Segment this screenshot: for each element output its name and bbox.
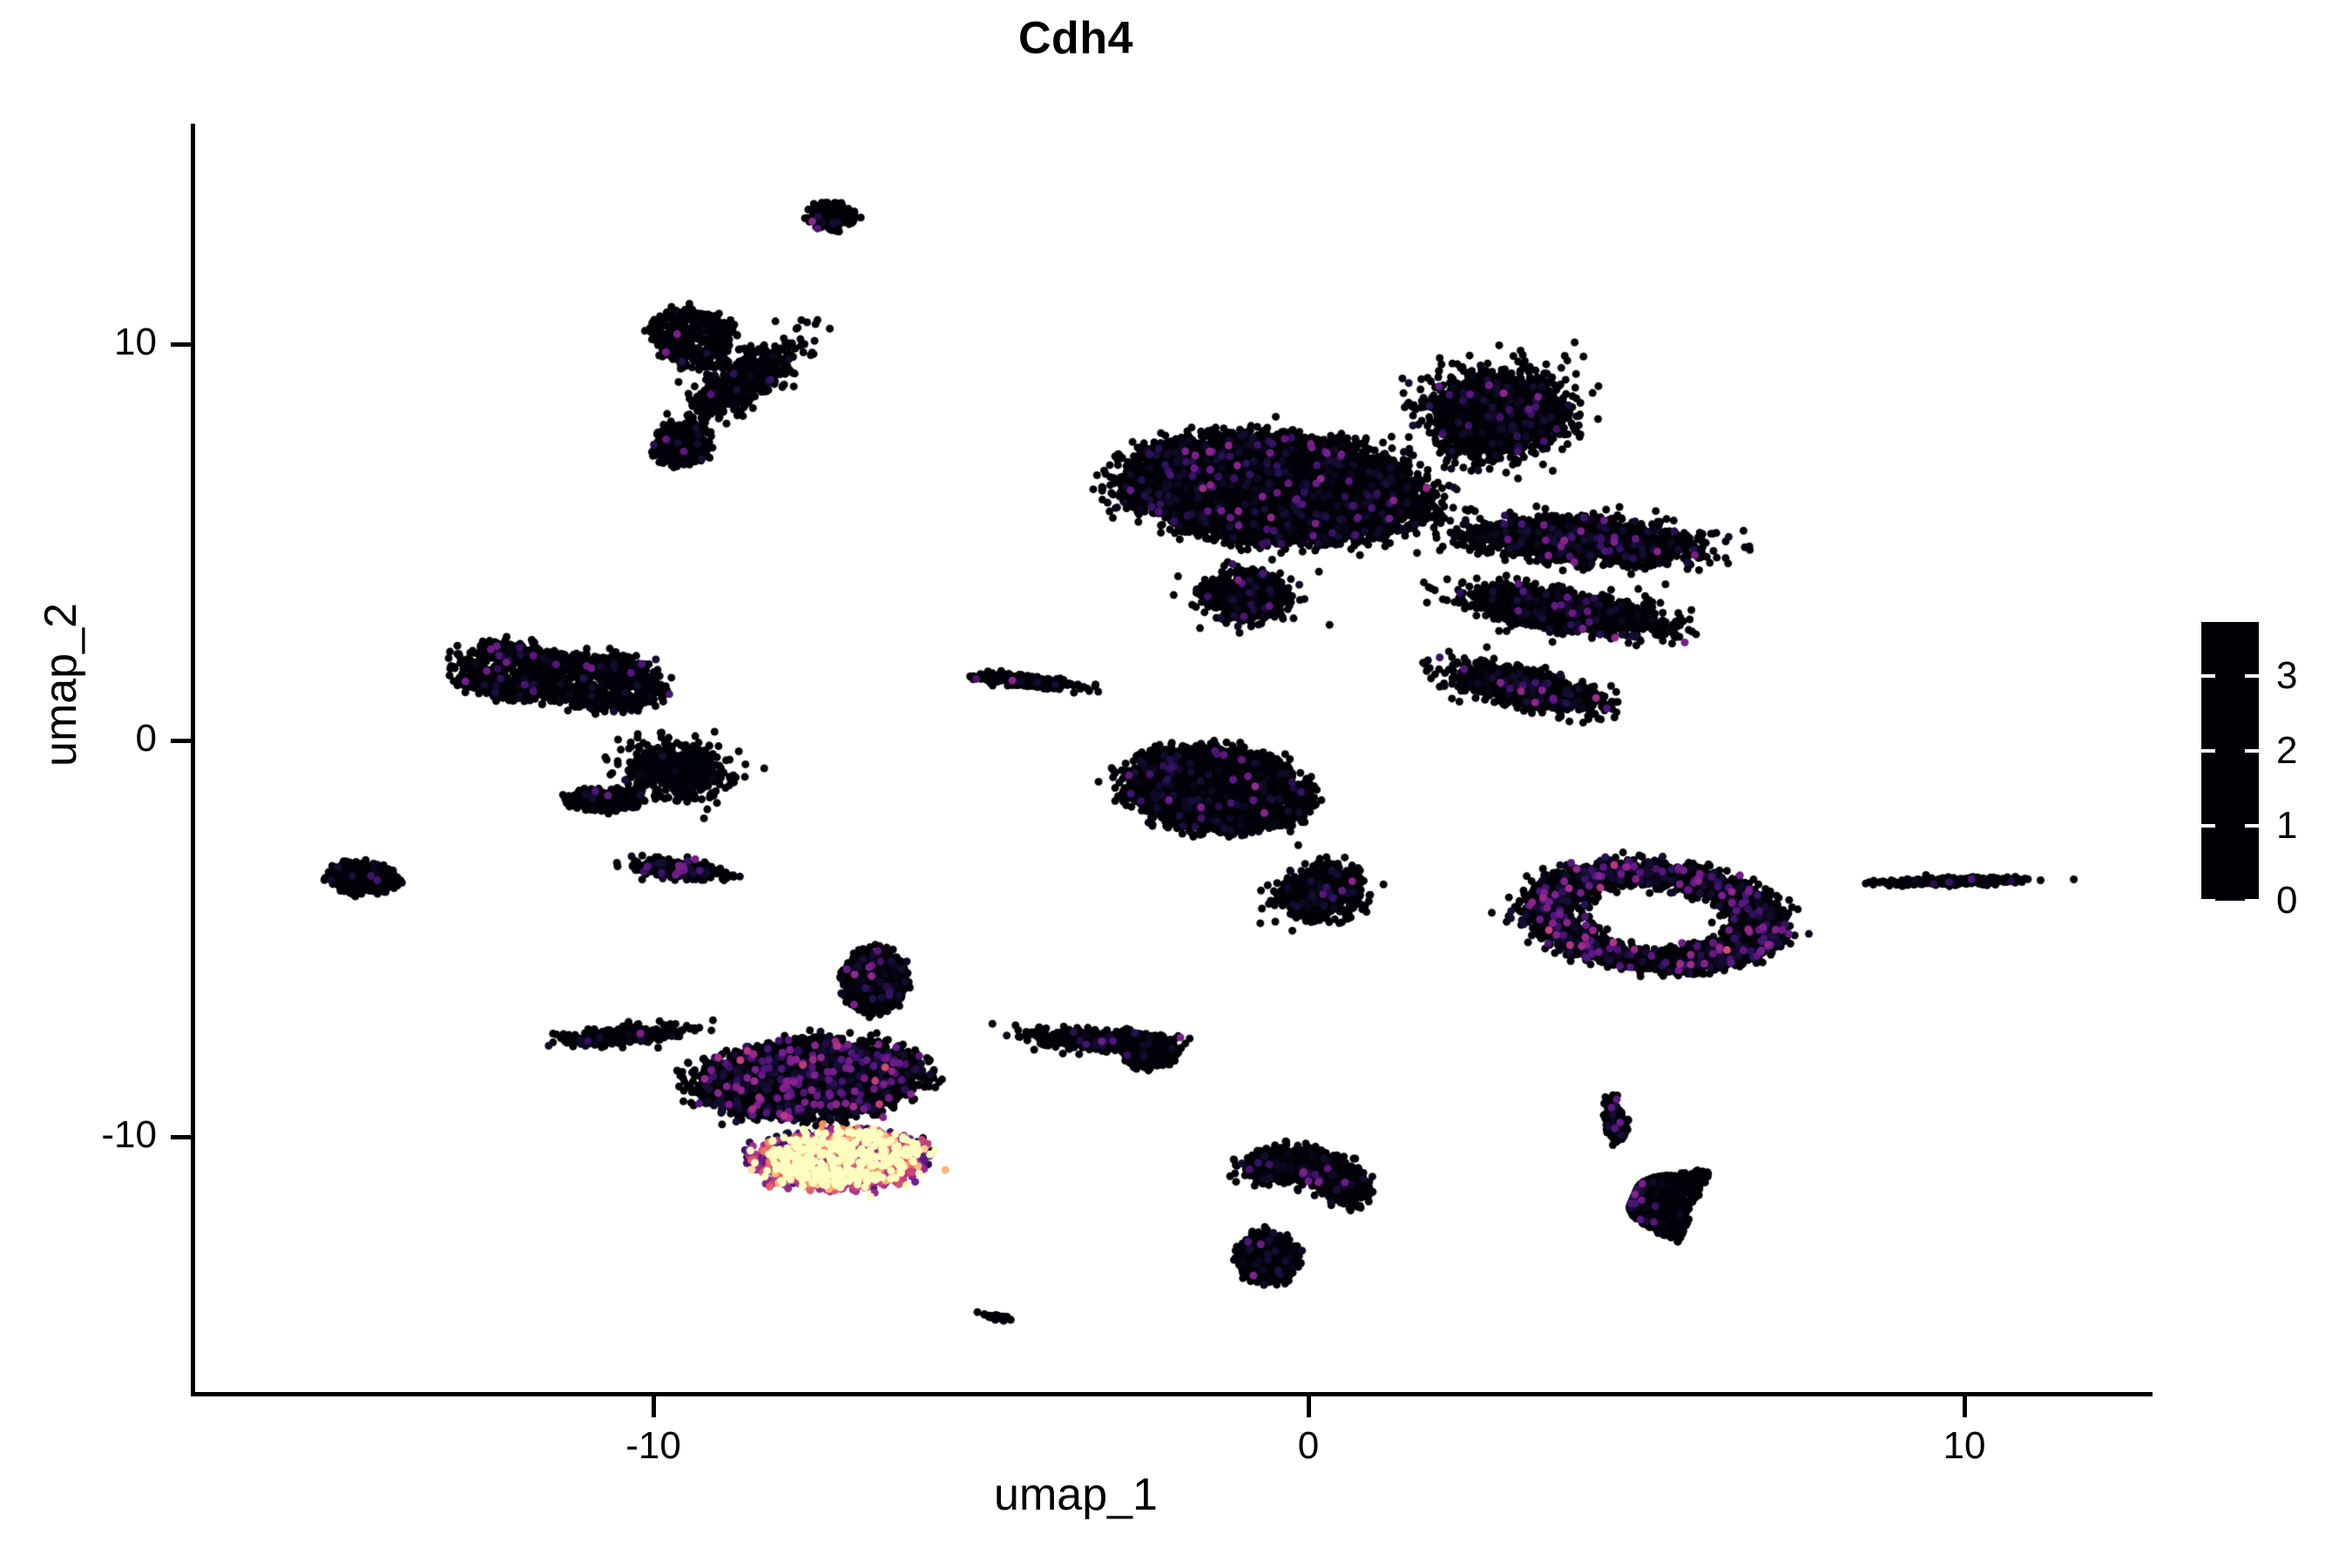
y-tick-mark-neg10	[171, 1135, 192, 1139]
colorbar-gradient[interactable]	[2201, 622, 2259, 902]
page-title: Cdh4	[1018, 13, 1133, 64]
scatter-points-layer	[193, 124, 2152, 1394]
colorbar-tick-2	[2245, 748, 2259, 753]
scatter-plot-panel[interactable]	[193, 124, 2152, 1394]
y-tick-label-neg10: -10	[101, 1113, 157, 1156]
colorbar-tick-0	[2245, 899, 2259, 902]
x-tick-mark-neg10	[652, 1396, 656, 1417]
y-axis-line	[191, 124, 195, 1396]
x-tick-mark-10	[1963, 1396, 1967, 1417]
x-tick-label-0: 0	[1297, 1424, 1320, 1467]
y-tick-label-0: 0	[135, 717, 157, 760]
colorbar-label-3: 3	[2276, 653, 2298, 697]
colorbar-tick-3	[2245, 673, 2259, 678]
colorbar-label-2: 2	[2276, 728, 2298, 772]
colorbar-tick-1	[2245, 823, 2259, 828]
x-tick-mark-0	[1307, 1396, 1311, 1417]
colorbar-legend: 0 1 2 3	[2201, 622, 2349, 920]
colorbar-tick-3	[2201, 673, 2215, 678]
y-tick-mark-0	[171, 739, 192, 743]
colorbar-tick-1	[2201, 823, 2215, 828]
y-tick-label-10: 10	[114, 321, 157, 363]
colorbar-label-0: 0	[2276, 879, 2298, 922]
x-axis-title: umap_1	[994, 1470, 1158, 1520]
x-tick-label-10: 10	[1943, 1424, 1986, 1467]
colorbar-tick-2	[2201, 748, 2215, 753]
y-tick-mark-10	[171, 342, 192, 347]
colorbar-label-1: 1	[2276, 803, 2298, 847]
colorbar-tick-0	[2201, 899, 2215, 902]
x-axis-line	[191, 1392, 2153, 1396]
y-axis-title: umap_2	[36, 603, 86, 767]
x-tick-label-neg10: -10	[625, 1424, 681, 1467]
